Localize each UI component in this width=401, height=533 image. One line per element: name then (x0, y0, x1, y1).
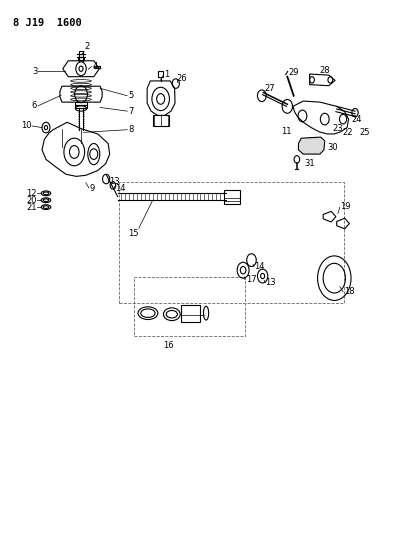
Text: 10: 10 (21, 122, 31, 131)
Text: 3: 3 (32, 67, 37, 76)
Text: 2: 2 (84, 42, 89, 51)
Text: 8: 8 (128, 125, 134, 134)
Text: 1: 1 (164, 70, 169, 79)
Bar (75, 105, 87, 109)
Text: 13: 13 (109, 177, 119, 186)
Text: 28: 28 (319, 66, 330, 75)
Text: 25: 25 (359, 128, 369, 138)
Text: 7: 7 (128, 107, 134, 116)
Text: 16: 16 (163, 341, 174, 350)
Text: 5: 5 (128, 91, 133, 100)
Text: 13: 13 (265, 278, 275, 287)
Text: 18: 18 (344, 287, 354, 296)
Polygon shape (298, 137, 325, 154)
Text: 6: 6 (32, 101, 37, 110)
Text: 21: 21 (26, 203, 36, 212)
Text: 9: 9 (90, 183, 95, 192)
Text: 26: 26 (176, 74, 187, 83)
Bar (79, 51, 83, 56)
Text: 31: 31 (304, 159, 315, 167)
Text: 22: 22 (342, 128, 353, 138)
Text: 14: 14 (115, 183, 126, 192)
Text: 30: 30 (327, 143, 338, 152)
Text: 19: 19 (340, 201, 350, 211)
Bar (181, 305, 200, 322)
Text: 24: 24 (352, 115, 363, 124)
Text: 12: 12 (26, 189, 36, 198)
Text: 17: 17 (246, 275, 257, 284)
Bar (153, 115, 169, 126)
Text: 4: 4 (92, 62, 97, 71)
Text: 23: 23 (332, 124, 342, 133)
Bar (134, 277, 245, 336)
Bar (158, 71, 164, 77)
Bar (224, 190, 240, 204)
Text: 14: 14 (254, 262, 264, 271)
Text: 8 J19  1600: 8 J19 1600 (13, 18, 82, 28)
Text: 20: 20 (26, 196, 36, 205)
Text: 27: 27 (264, 84, 275, 93)
Text: 11: 11 (281, 127, 291, 136)
Bar (78, 56, 84, 60)
Bar (119, 182, 344, 303)
Text: 15: 15 (128, 229, 139, 238)
Bar (75, 102, 87, 105)
Text: 29: 29 (288, 68, 299, 77)
